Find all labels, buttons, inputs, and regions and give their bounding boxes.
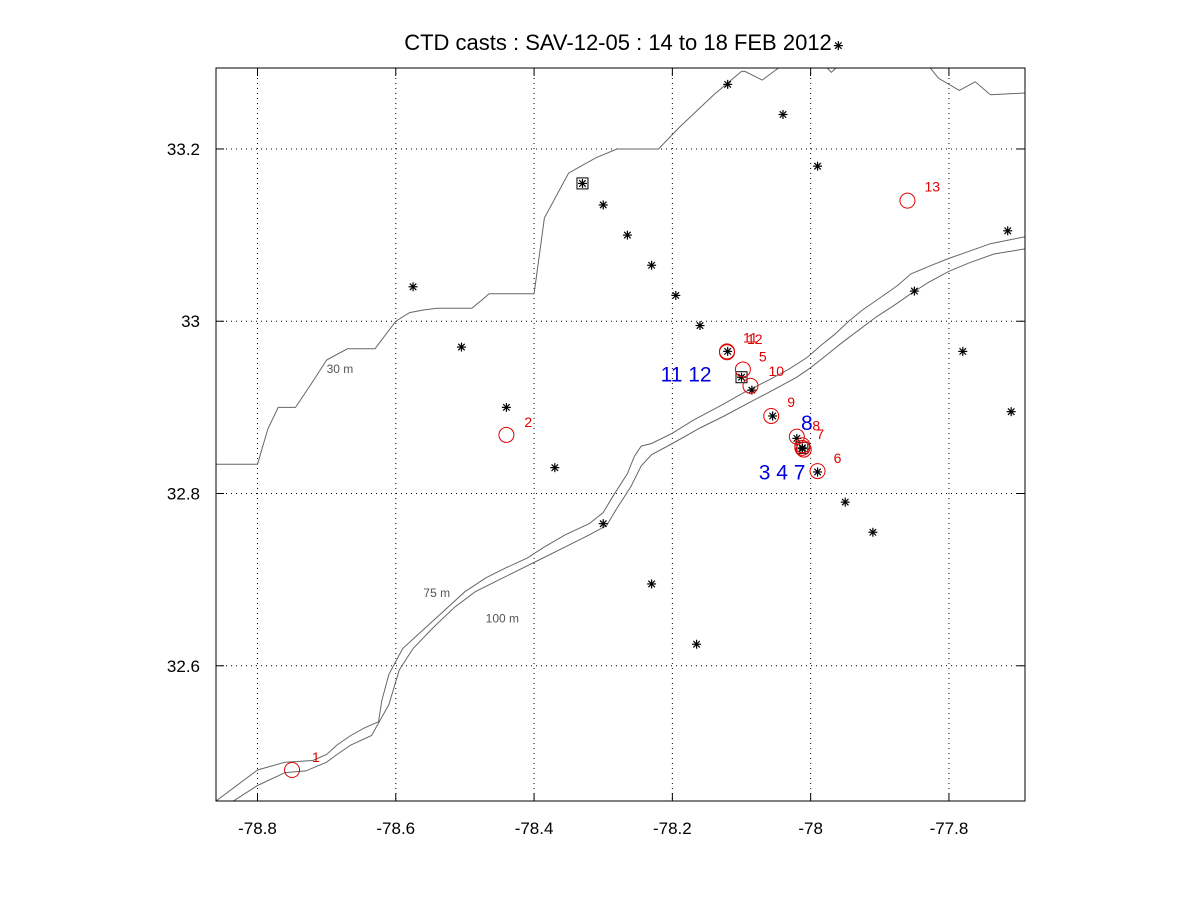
station-marker — [598, 519, 608, 529]
x-tick-label: -78.4 — [515, 819, 554, 838]
x-tick-label: -77.8 — [930, 819, 969, 838]
station-marker — [622, 230, 632, 240]
repeat-cast-label: 11 12 — [661, 364, 712, 387]
cast-label: 10 — [768, 363, 784, 379]
cast-label: 6 — [834, 450, 842, 466]
cast-marker — [284, 761, 301, 778]
cast-marker — [734, 361, 751, 378]
cast-marker — [498, 426, 515, 443]
station-marker — [813, 161, 823, 171]
contour-line — [216, 68, 1025, 465]
x-tick-label: -78 — [798, 819, 823, 838]
station-marker — [692, 639, 702, 649]
contour-line — [232, 248, 1025, 801]
cast-label: 9 — [787, 394, 795, 410]
cast-label: 1 — [312, 749, 320, 765]
repeat-cast-label: 8 — [801, 412, 813, 435]
station-marker — [813, 467, 823, 477]
cast-marker — [788, 428, 805, 445]
x-tick-label: -78.8 — [238, 819, 277, 838]
station-marker — [598, 200, 608, 210]
depth-contours — [216, 68, 1025, 801]
station-marker — [723, 346, 733, 356]
cast-marker — [718, 344, 735, 361]
y-tick-label: 32.6 — [167, 657, 200, 676]
station-marker — [840, 497, 850, 507]
station-marker — [1003, 226, 1013, 236]
station-box-marker — [576, 177, 589, 190]
station-marker — [647, 579, 657, 589]
ctd-casts — [284, 192, 916, 778]
plot-frame — [215, 67, 1026, 802]
station-marker — [723, 79, 733, 89]
contour-label: 100 m — [486, 612, 519, 626]
axis-ticks: -78.8 -78.6 -78.4 -78.2 -78 -77.8 32.6 32.8 33 33… — [167, 68, 1025, 838]
x-tick-label: -78.2 — [653, 819, 692, 838]
cast-marker — [742, 377, 759, 394]
contour-label: 75 m — [423, 586, 450, 600]
cast-label: 2 — [524, 414, 532, 430]
cast-marker — [763, 407, 780, 424]
station-marker — [868, 527, 878, 537]
cast-label: 13 — [924, 179, 940, 195]
y-tick-label: 33 — [181, 312, 200, 331]
contour-line — [216, 236, 1025, 801]
planned-stations — [408, 41, 1016, 649]
station-marker — [501, 402, 511, 412]
station-marker — [671, 290, 681, 300]
y-tick-label: 33.2 — [167, 140, 200, 159]
station-marker — [909, 286, 919, 296]
grid-lines — [216, 68, 1025, 801]
station-box-marker — [735, 371, 748, 384]
station-marker — [550, 463, 560, 473]
cast-label: 12 — [747, 331, 763, 347]
station-marker — [778, 110, 788, 120]
station-marker — [647, 260, 657, 270]
station-marker — [695, 321, 705, 331]
station-marker — [408, 282, 418, 292]
cast-marker — [795, 441, 812, 458]
cast-label: 8 — [812, 417, 820, 433]
station-marker — [833, 41, 843, 51]
station-marker — [797, 443, 807, 453]
cast-marker — [899, 192, 916, 209]
repeat-cast-label: 3 4 7 — [759, 462, 806, 485]
contour-label: 30 m — [327, 362, 354, 376]
cast-label: 7 — [816, 426, 824, 442]
station-marker — [958, 346, 968, 356]
chart-title: CTD casts : SAV-12-05 : 14 to 18 FEB 201… — [404, 30, 832, 55]
station-marker — [768, 411, 778, 421]
station-marker — [1006, 407, 1016, 417]
cast-label: 11 — [743, 329, 758, 345]
station-marker — [456, 342, 466, 352]
station-marker — [577, 178, 587, 188]
y-tick-label: 32.8 — [167, 485, 200, 504]
cast-label: 5 — [759, 348, 767, 364]
x-tick-label: -78.6 — [376, 819, 415, 838]
cast-marker — [809, 463, 826, 480]
